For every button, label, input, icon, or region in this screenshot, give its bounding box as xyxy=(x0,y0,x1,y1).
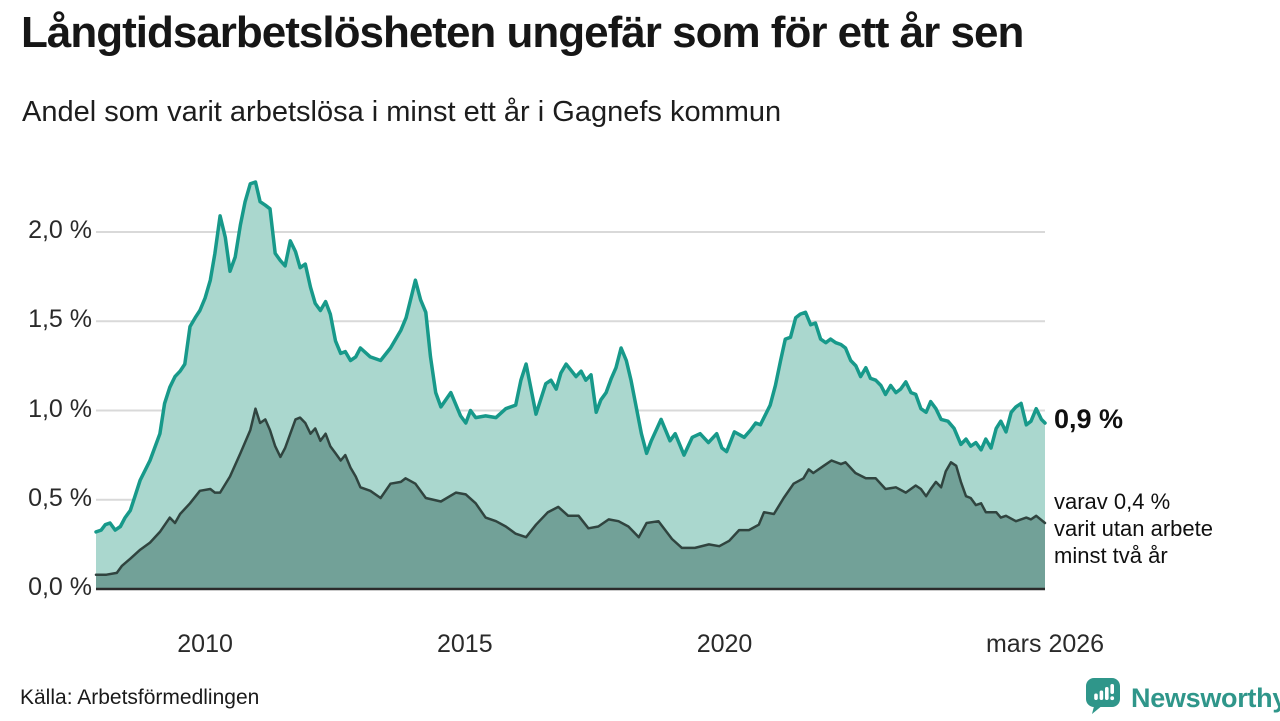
newsworthy-bubble-chart-icon xyxy=(1084,676,1122,721)
two-year-area xyxy=(96,408,1045,589)
end-sub-line: varit utan arbete xyxy=(1054,516,1213,541)
x-axis-tick-label: 2015 xyxy=(436,630,493,658)
newsworthy-logo-text: Newsworthy xyxy=(1131,683,1280,713)
y-axis-tick-label: 0,0 % xyxy=(28,573,92,601)
page-title: Långtidsarbetslösheten ungefär som för e… xyxy=(21,8,1024,57)
end-value-label: 0,9 % xyxy=(1054,404,1124,434)
source-attribution: Källa: Arbetsförmedlingen xyxy=(20,686,260,709)
one-year-line xyxy=(94,180,1047,534)
chart-subtitle: Andel som varit arbetslösa i minst ett å… xyxy=(22,96,782,128)
x-axis-tick-label: 2010 xyxy=(177,630,233,658)
x-axis-tick-label: 2020 xyxy=(696,630,753,658)
end-sub-line: varav 0,4 % xyxy=(1054,489,1171,514)
x-axis-tick-label: mars 2026 xyxy=(985,630,1105,658)
y-axis-tick-label: 1,5 % xyxy=(28,305,92,334)
y-axis-tick-label: 1,0 % xyxy=(28,394,92,423)
two-year-line xyxy=(94,407,1047,576)
y-axis-tick-label: 2,0 % xyxy=(28,216,92,244)
newsworthy-logo: Newsworthy xyxy=(1084,676,1280,721)
end-sub-line: minst två år xyxy=(1054,543,1168,568)
y-axis-tick-label: 0,5 % xyxy=(28,483,92,512)
end-sub-annotation: varav 0,4 % varit utan arbete minst två … xyxy=(1054,488,1213,569)
